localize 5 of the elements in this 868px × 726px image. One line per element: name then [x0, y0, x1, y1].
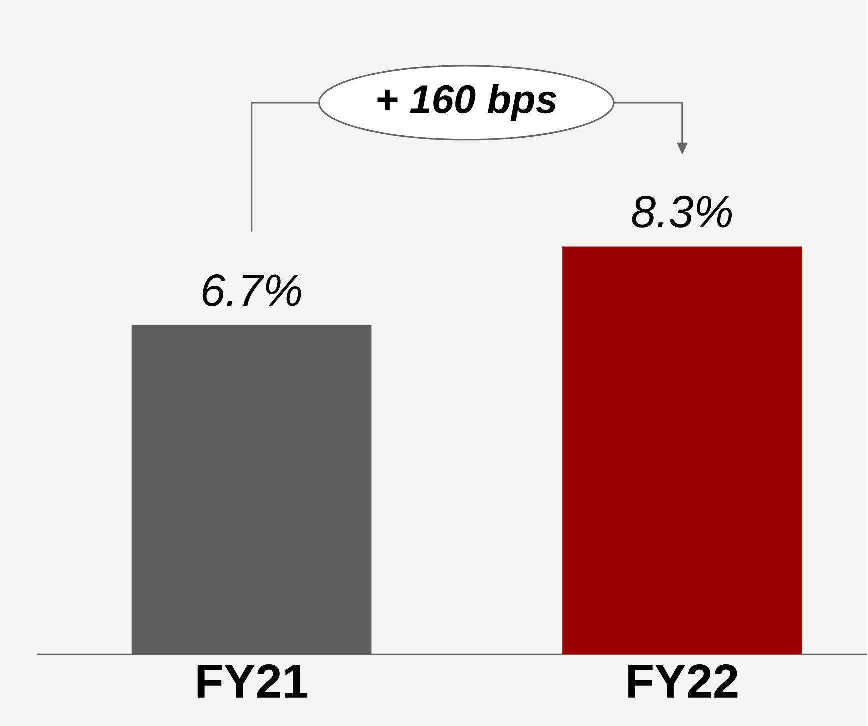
x-tick-label: FY22 — [628, 664, 738, 698]
text: + 160 bps — [378, 84, 557, 122]
x-tick-label: FY21 — [198, 664, 308, 698]
data-label: 8.3% — [632, 196, 732, 228]
data-label: 6.7% — [202, 274, 302, 306]
